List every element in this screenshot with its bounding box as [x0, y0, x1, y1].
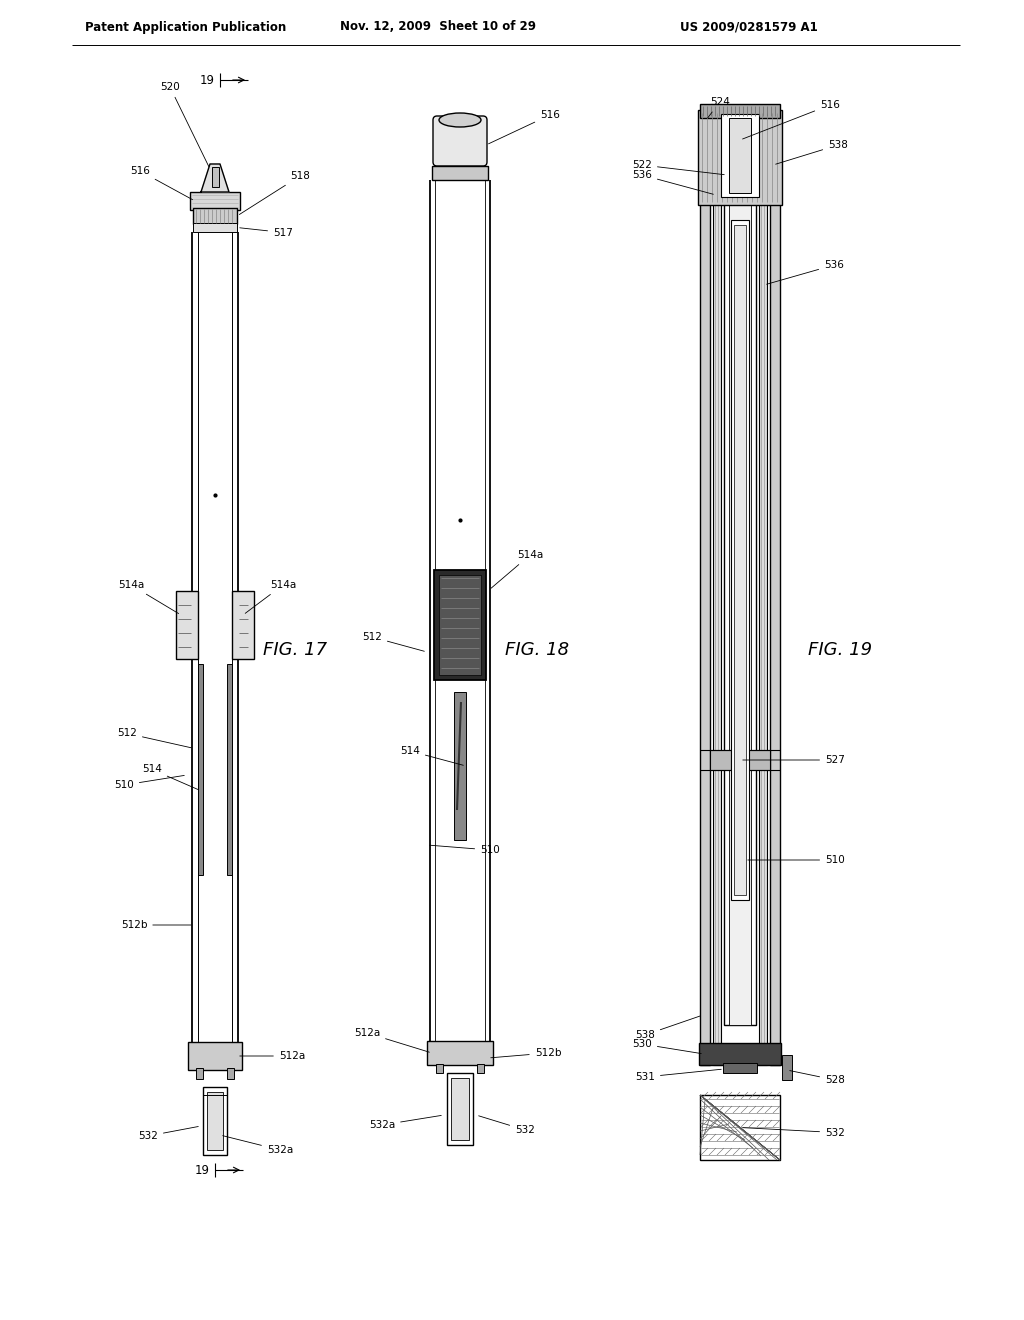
Bar	[436, 1064, 443, 1073]
Text: 520: 520	[160, 82, 209, 166]
Bar	[190, 191, 240, 210]
Ellipse shape	[439, 114, 481, 127]
Text: 522: 522	[632, 160, 724, 174]
Bar	[723, 1063, 757, 1073]
Text: 532: 532	[742, 1127, 845, 1138]
Bar	[782, 1055, 792, 1080]
Text: Nov. 12, 2009  Sheet 10 of 29: Nov. 12, 2009 Sheet 10 of 29	[340, 21, 536, 33]
Bar	[176, 591, 198, 659]
Text: 512: 512	[117, 729, 191, 748]
Polygon shape	[201, 164, 229, 191]
Bar	[700, 104, 780, 117]
Text: 512b: 512b	[121, 920, 191, 931]
Bar	[700, 115, 710, 1065]
Bar	[770, 115, 780, 1065]
Bar	[203, 1086, 227, 1155]
Bar	[227, 1068, 234, 1078]
Bar	[198, 664, 203, 875]
Text: 19: 19	[195, 1163, 210, 1176]
Text: 512a: 512a	[354, 1028, 429, 1052]
Bar	[193, 209, 237, 224]
Text: 532a: 532a	[369, 1115, 441, 1130]
Bar	[227, 664, 232, 875]
Text: 516: 516	[742, 100, 840, 139]
Text: 514a: 514a	[492, 550, 543, 589]
Text: 514a: 514a	[118, 579, 178, 614]
Text: 510: 510	[114, 775, 184, 789]
Bar	[427, 1041, 493, 1065]
Bar	[734, 224, 746, 895]
Bar	[713, 115, 721, 1065]
Bar	[439, 576, 481, 675]
Text: 538: 538	[775, 140, 848, 164]
Bar	[193, 223, 237, 232]
Bar	[759, 115, 767, 1065]
Bar	[729, 115, 751, 1026]
Text: FIG. 19: FIG. 19	[808, 642, 872, 659]
Bar	[477, 1064, 484, 1073]
Bar	[432, 166, 488, 180]
Text: 532a: 532a	[222, 1135, 293, 1155]
Bar	[729, 117, 751, 193]
Bar	[434, 570, 486, 680]
Text: 527: 527	[742, 755, 845, 766]
Text: US 2009/0281579 A1: US 2009/0281579 A1	[680, 21, 818, 33]
FancyBboxPatch shape	[433, 116, 487, 166]
Bar	[207, 1092, 223, 1150]
Bar	[698, 110, 782, 205]
Text: 514a: 514a	[245, 579, 296, 614]
Bar	[699, 1043, 781, 1065]
Text: 536: 536	[767, 260, 844, 284]
Text: 536: 536	[632, 170, 714, 194]
Text: FIG. 18: FIG. 18	[505, 642, 569, 659]
Bar	[731, 220, 749, 900]
Bar	[710, 750, 770, 770]
Bar	[196, 1068, 203, 1078]
Bar	[212, 168, 218, 187]
Bar	[447, 1073, 473, 1144]
Bar	[721, 114, 759, 197]
Text: 516: 516	[130, 166, 193, 199]
Text: 512a: 512a	[240, 1051, 305, 1061]
Text: 516: 516	[488, 110, 560, 144]
Text: 532: 532	[138, 1126, 199, 1140]
Text: 518: 518	[240, 172, 310, 215]
Text: 531: 531	[635, 1069, 721, 1082]
Text: 510: 510	[748, 855, 845, 865]
Text: 524: 524	[708, 96, 730, 117]
Text: 19: 19	[200, 74, 215, 87]
Bar	[451, 1078, 469, 1140]
Bar	[454, 692, 466, 840]
Text: 532: 532	[478, 1115, 535, 1135]
Text: 512: 512	[362, 632, 424, 651]
Text: 538: 538	[635, 1016, 700, 1040]
Text: 530: 530	[632, 1039, 701, 1053]
Text: FIG. 17: FIG. 17	[263, 642, 327, 659]
Text: 514: 514	[400, 746, 463, 766]
Text: Patent Application Publication: Patent Application Publication	[85, 21, 287, 33]
Text: 528: 528	[790, 1071, 845, 1085]
Bar	[700, 1096, 780, 1160]
Text: 510: 510	[430, 845, 500, 855]
Bar	[232, 591, 254, 659]
Bar	[188, 1041, 242, 1071]
Text: 517: 517	[240, 227, 293, 238]
Bar	[724, 115, 756, 1026]
Text: 514: 514	[142, 764, 198, 789]
Text: 512b: 512b	[490, 1048, 561, 1059]
